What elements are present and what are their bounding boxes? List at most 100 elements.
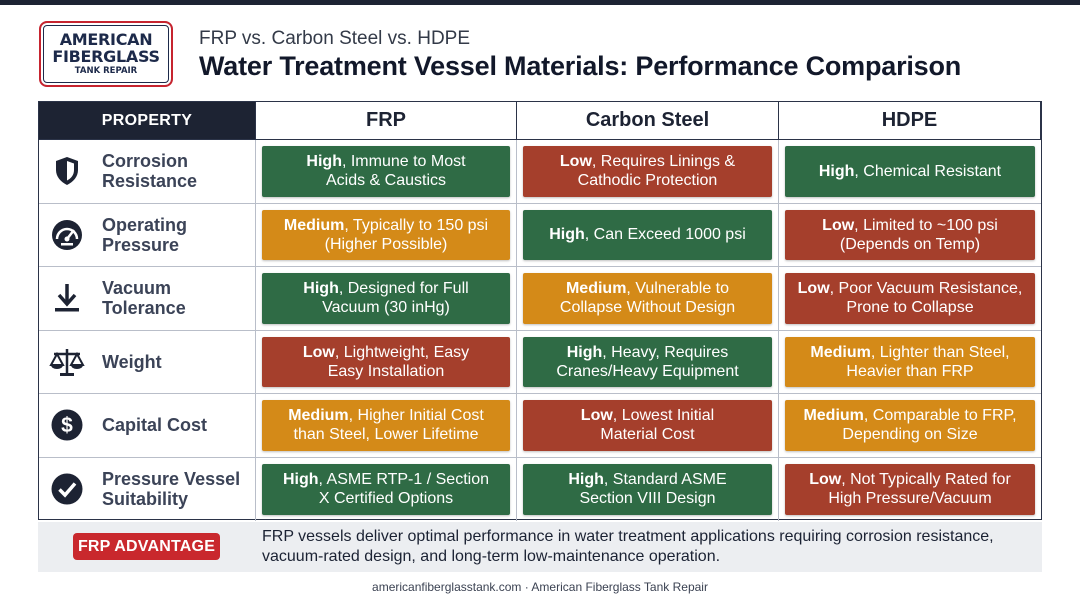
- rating-detail: , Designed for Full: [338, 280, 469, 298]
- rating-level: Low: [809, 471, 842, 489]
- rating-chip-line2: Acids & Caustics: [325, 172, 447, 190]
- rating-chip-line2: Easy Installation: [327, 362, 445, 380]
- company-logo: AMERICAN FIBERGLASS TANK REPAIR: [39, 21, 173, 87]
- value-cell-frp: High, ASME RTP-1 / Section X Certified Op…: [256, 457, 517, 521]
- rating-chip-line2: Heavier than FRP: [846, 362, 974, 380]
- gauge-icon: [49, 217, 85, 253]
- rating-detail: , Standard ASME: [603, 471, 727, 489]
- balance-scale-icon: [49, 344, 85, 380]
- rating-chip-line2: Vacuum (30 inHg): [322, 299, 450, 317]
- value-cell-carbon-steel: Low, Requires Linings & Cathodic Protecti…: [517, 140, 779, 204]
- rating-chip-line2: High Pressure/Vacuum: [828, 490, 992, 508]
- rating-chip: Low, Not Typically Rated for High Pressur…: [785, 463, 1035, 515]
- rating-detail: , Lowest Initial: [612, 407, 715, 425]
- property-label-line2: Pressure: [102, 234, 180, 255]
- property-cell: Vacuum Tolerance: [39, 267, 256, 331]
- rating-detail: , Vulnerable to: [626, 280, 730, 298]
- comparison-table: PROPERTY FRP Carbon Steel HDPE Corrosion…: [38, 101, 1042, 521]
- property-label-line2: Resistance: [102, 171, 198, 192]
- rating-chip-line2: Section VIII Design: [579, 490, 716, 508]
- value-cell-frp: Low, Lightweight, Easy Easy Installation: [256, 330, 517, 394]
- rating-level: Low: [797, 280, 830, 298]
- property-cell: Pressure Vessel Suitability: [39, 457, 256, 521]
- rating-level: High: [283, 471, 319, 489]
- rating-chip-line1: Low, Requires Linings &: [560, 152, 735, 171]
- property-label-line2: Tolerance: [102, 298, 186, 319]
- property-cell: Weight: [39, 330, 256, 394]
- rating-chip: Medium, Lighter than Steel, Heavier than …: [785, 336, 1035, 387]
- rating-detail: , Higher Initial Cost: [348, 407, 484, 425]
- rating-chip: High, Can Exceed 1000 psi: [523, 209, 772, 260]
- property-cell: Operating Pressure: [39, 203, 256, 267]
- rating-detail: , ASME RTP-1 / Section: [318, 471, 489, 489]
- rating-level: Low: [822, 216, 855, 234]
- value-cell-frp: Medium, Higher Initial Cost than Steel, L…: [256, 394, 517, 458]
- rating-detail: , Can Exceed 1000 psi: [584, 226, 746, 244]
- svg-text:$: $: [61, 414, 73, 437]
- rating-level: High: [306, 153, 342, 171]
- rating-detail: , Lightweight, Easy: [334, 343, 470, 361]
- rating-detail: , Chemical Resistant: [854, 162, 1002, 180]
- rating-chip: Low, Limited to ~100 psi (Depends on Temp…: [785, 209, 1035, 260]
- checkmark-circle-icon: [49, 471, 85, 507]
- property-label-line1: Capital Cost: [102, 415, 208, 436]
- rating-chip-line1: Low, Poor Vacuum Resistance,: [798, 279, 1023, 298]
- rating-level: Low: [302, 343, 335, 361]
- footer-credit: americanfiberglasstank.com · American Fi…: [372, 580, 708, 594]
- rating-chip-line1: High, Chemical Resistant: [819, 162, 1001, 181]
- rating-chip-line1: Medium, Lighter than Steel,: [810, 343, 1009, 362]
- advantage-banner: FRP ADVANTAGE FRP vessels deliver optima…: [38, 522, 1042, 572]
- value-cell-hdpe: Low, Poor Vacuum Resistance, Prone to Col…: [779, 267, 1041, 331]
- rating-detail: , Comparable to FRP,: [863, 407, 1017, 425]
- rating-chip-line1: Medium, Higher Initial Cost: [288, 406, 484, 425]
- rating-chip-line2: (Higher Possible): [324, 235, 448, 253]
- rating-detail: , Not Typically Rated for: [841, 471, 1011, 489]
- rating-chip: High, Heavy, Requires Cranes/Heavy Equipm…: [523, 336, 772, 387]
- property-label-line2: Suitability: [102, 489, 189, 510]
- value-cell-hdpe: Medium, Lighter than Steel, Heavier than …: [779, 331, 1041, 394]
- rating-chip-line1: High, ASME RTP-1 / Section: [283, 470, 489, 489]
- value-cell-frp: High, Designed for Full Vacuum (30 inHg): [256, 267, 517, 331]
- column-header-property: PROPERTY: [39, 102, 256, 140]
- logo-text-line1: AMERICAN: [59, 30, 153, 49]
- advantage-text-line1: FRP vessels deliver optimal performance …: [262, 528, 994, 545]
- rating-chip: High, Standard ASME Section VIII Design: [523, 463, 772, 515]
- rating-level: Medium: [803, 407, 864, 425]
- rating-level: Medium: [810, 343, 871, 361]
- rating-level: Medium: [288, 407, 349, 425]
- rating-chip-line1: High, Can Exceed 1000 psi: [549, 225, 746, 244]
- value-cell-hdpe: Low, Limited to ~100 psi (Depends on Temp…: [779, 204, 1041, 267]
- property-label-line1: Operating: [102, 214, 188, 235]
- rating-detail: , Heavy, Requires: [602, 343, 729, 361]
- property-cell: Corrosion Resistance: [39, 140, 256, 204]
- value-cell-frp: High, Immune to Most Acids & Caustics: [256, 140, 517, 204]
- rating-detail: , Immune to Most: [341, 153, 466, 171]
- property-label-line1: Vacuum: [102, 278, 172, 299]
- rating-detail: , Typically to 150 psi: [344, 216, 489, 234]
- rating-detail: , Lighter than Steel,: [870, 343, 1010, 361]
- rating-level: Medium: [565, 280, 627, 298]
- rating-chip-line1: High, Heavy, Requires: [567, 343, 729, 362]
- value-cell-frp: Medium, Typically to 150 psi (Higher Poss…: [256, 203, 517, 267]
- shield-icon: [49, 153, 85, 189]
- top-accent-bar: [0, 0, 1080, 5]
- page-title: Water Treatment Vessel Materials: Perfor…: [199, 51, 962, 81]
- rating-chip-line2: Depending on Size: [842, 426, 978, 444]
- rating-detail: , Limited to ~100 psi: [854, 216, 998, 234]
- column-header-frp: FRP: [256, 102, 517, 140]
- rating-level: High: [818, 162, 855, 180]
- rating-detail: , Requires Linings &: [591, 153, 736, 171]
- rating-chip-line1: High, Designed for Full: [303, 279, 468, 298]
- logo-text-line2: FIBERGLASS: [52, 47, 160, 66]
- rating-level: High: [566, 343, 603, 361]
- rating-level: Low: [559, 153, 592, 171]
- rating-chip: High, Immune to Most Acids & Caustics: [262, 146, 510, 197]
- value-cell-carbon-steel: High, Heavy, Requires Cranes/Heavy Equipm…: [517, 330, 779, 394]
- rating-chip-line1: Medium, Typically to 150 psi: [284, 216, 488, 235]
- rating-chip-line1: High, Standard ASME: [568, 470, 726, 489]
- rating-chip-line2: Cranes/Heavy Equipment: [556, 362, 739, 380]
- rating-chip: Low, Lowest Initial Material Cost: [523, 400, 772, 451]
- rating-chip-line1: High, Immune to Most: [306, 152, 465, 171]
- rating-chip-line2: Cathodic Protection: [577, 172, 718, 190]
- download-arrow-icon: [49, 280, 85, 316]
